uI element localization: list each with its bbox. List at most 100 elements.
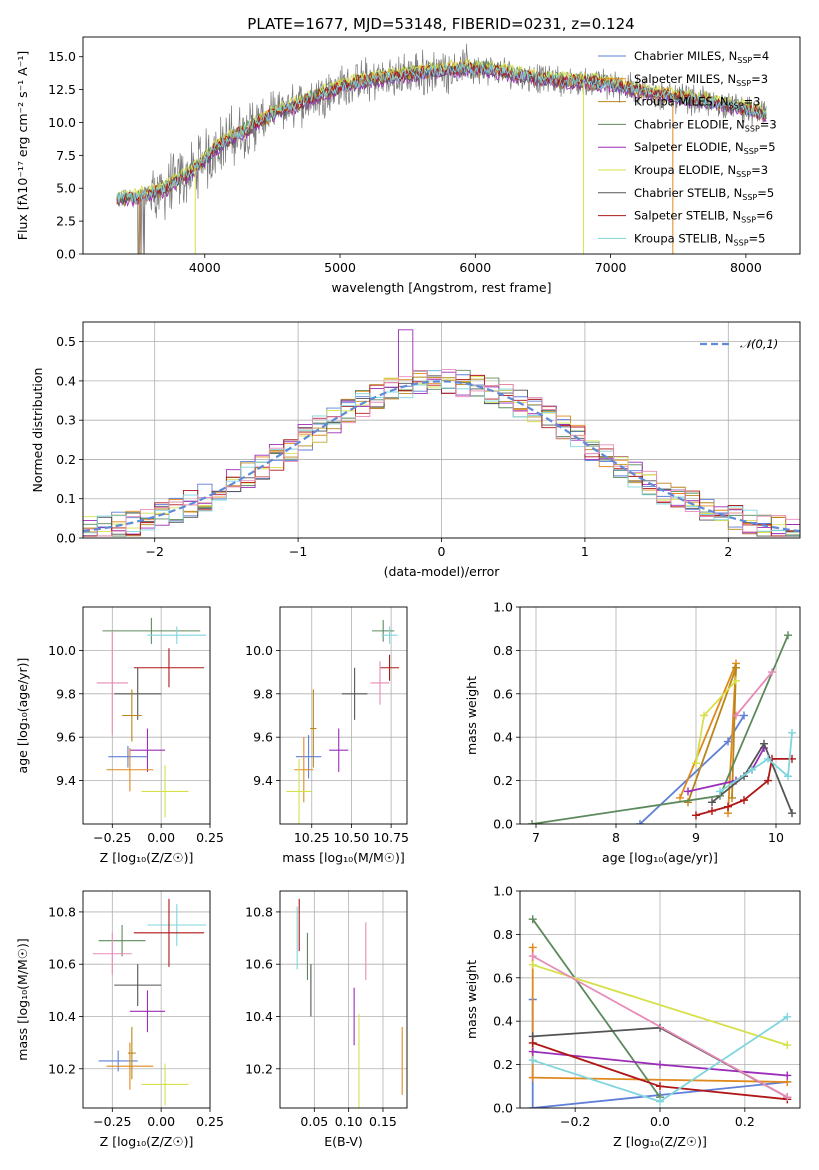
y-tick-label: 0.6 bbox=[493, 686, 513, 701]
y-tick-label: 0.4 bbox=[493, 1014, 513, 1029]
weight-marker bbox=[636, 820, 644, 824]
x-tick-label: 2 bbox=[724, 544, 732, 559]
normal-curve bbox=[83, 380, 800, 533]
error-cross bbox=[114, 667, 162, 720]
weight-marker bbox=[732, 711, 740, 720]
y-tick-label: 10.6 bbox=[245, 957, 273, 972]
error-cross bbox=[147, 904, 207, 946]
y-tick-label: 0.6 bbox=[493, 970, 513, 985]
x-tick-label: 0.05 bbox=[300, 1114, 328, 1129]
plot-area bbox=[116, 43, 767, 254]
y-tick-label: 0.5 bbox=[56, 334, 76, 349]
mass-vs-z-axes: −0.25 0.00 0.25 10.2 10.4 10.6 10.8 Z [log₁₀(Z/… bbox=[15, 890, 224, 1149]
weight-marker bbox=[783, 1071, 792, 1080]
x-axis-label: E(B-V) bbox=[324, 1134, 363, 1149]
weight-marker bbox=[528, 960, 537, 969]
axes-frame bbox=[279, 606, 408, 825]
weight-marker bbox=[760, 739, 768, 748]
error-cross bbox=[106, 748, 154, 792]
error-cross bbox=[141, 1063, 189, 1106]
x-tick-label: −0.25 bbox=[93, 1114, 131, 1129]
y-tick-label: 0.4 bbox=[56, 373, 76, 388]
legend-subscript: SSP bbox=[744, 147, 759, 156]
x-axis-label: (data-model)/error bbox=[384, 564, 501, 579]
legend-label: Salpeter STELIB, NSSP=6 bbox=[634, 209, 773, 225]
legend-count: =5 bbox=[749, 231, 766, 245]
weight-marker bbox=[692, 759, 700, 768]
x-tick-label: 0.2 bbox=[735, 1114, 755, 1129]
y-tick-label: 10.0 bbox=[245, 643, 273, 658]
legend-label: Kroupa ELODIE, NSSP=3 bbox=[634, 163, 768, 179]
weight-vs-age-axes: 7 8 9 10 0.0 0.2 0.4 0.6 0.8 1.0 age [log₁₀(age/yr… bbox=[464, 600, 801, 865]
x-tick-label: −0.2 bbox=[560, 1114, 590, 1129]
y-tick-label: 10.8 bbox=[245, 904, 273, 919]
y-tick-label: 0.3 bbox=[56, 413, 76, 428]
legend-count: =3 bbox=[744, 95, 761, 109]
legend-label: Chabrier MILES, NSSP=4 bbox=[634, 49, 769, 65]
plot-area bbox=[528, 915, 792, 1108]
y-tick-label: 9.6 bbox=[253, 730, 273, 745]
x-tick-label: 0.10 bbox=[335, 1114, 363, 1129]
legend-count: =6 bbox=[756, 209, 773, 223]
y-axis-label: mass weight bbox=[464, 960, 479, 1039]
error-cross bbox=[372, 620, 395, 642]
error-cross bbox=[98, 1050, 138, 1072]
legend-label: Salpeter ELODIE, NSSP=5 bbox=[634, 140, 776, 156]
weight-marker bbox=[764, 776, 772, 785]
x-axis-label: Z [log₁₀(Z/Z☉)] bbox=[613, 1134, 707, 1149]
error-cross bbox=[127, 1026, 136, 1080]
y-axis-label: mass weight bbox=[464, 676, 479, 755]
chart-title: PLATE=1677, MJD=53148, FIBERID=0231, z=0… bbox=[247, 15, 634, 33]
legend-subscript: SSP bbox=[729, 102, 744, 111]
weight-marker bbox=[740, 711, 748, 720]
weight-marker bbox=[784, 772, 792, 781]
residual-histogram-pink bbox=[83, 368, 800, 537]
x-tick-label: −1 bbox=[289, 544, 307, 559]
x-axis-label: mass [log₁₀(M/M☉)] bbox=[282, 850, 404, 865]
y-tick-label: 1.0 bbox=[493, 600, 513, 615]
legend-count: =3 bbox=[751, 72, 768, 86]
y-tick-label: 10.0 bbox=[48, 115, 76, 130]
weight-marker bbox=[708, 798, 716, 807]
x-tick-label: 9 bbox=[692, 830, 700, 845]
x-tick-label: 0 bbox=[438, 544, 446, 559]
weight-marker bbox=[724, 737, 732, 746]
data-spectrum bbox=[116, 43, 767, 254]
error-cross bbox=[341, 667, 368, 720]
weight-line bbox=[531, 918, 661, 1098]
weight-marker bbox=[676, 793, 684, 802]
y-tick-label: 10.6 bbox=[48, 957, 76, 972]
legend-label: Chabrier ELODIE, NSSP=3 bbox=[634, 117, 777, 133]
weight-line bbox=[532, 955, 788, 1098]
legend-subscript: SSP bbox=[745, 124, 760, 133]
x-tick-label: 8 bbox=[612, 830, 620, 845]
plot-area bbox=[83, 329, 800, 537]
error-cross bbox=[114, 964, 162, 1007]
y-tick-label: 9.8 bbox=[56, 686, 76, 701]
legend-count: =3 bbox=[760, 117, 777, 131]
axes-frame bbox=[82, 321, 801, 539]
weight-marker bbox=[700, 711, 708, 720]
error-cross bbox=[295, 735, 322, 779]
y-tick-label: 0.0 bbox=[56, 531, 76, 546]
x-tick-label: 0.0 bbox=[650, 1114, 670, 1129]
error-cross bbox=[133, 898, 205, 967]
legend-subscript: SSP bbox=[736, 79, 751, 88]
weight-marker bbox=[783, 1093, 792, 1102]
weight-marker bbox=[708, 806, 716, 815]
y-tick-label: 0.2 bbox=[493, 1057, 513, 1072]
error-cross bbox=[381, 626, 398, 644]
weight-marker bbox=[748, 765, 756, 774]
error-cross bbox=[370, 661, 390, 705]
weight-marker bbox=[740, 796, 748, 805]
y-tick-label: 0.8 bbox=[493, 927, 513, 942]
weight-marker bbox=[788, 728, 796, 737]
y-tick-label: 9.6 bbox=[56, 730, 76, 745]
weight-marker bbox=[768, 668, 776, 677]
weight-marker bbox=[732, 676, 740, 685]
age-vs-mass-axes: 10.25 10.50 10.75 9.4 9.6 9.8 10.0 mass [log₁₀(… bbox=[245, 606, 409, 865]
y-tick-label: 0.4 bbox=[493, 730, 513, 745]
x-tick-label: 10.75 bbox=[373, 830, 409, 845]
y-tick-label: 5.0 bbox=[56, 181, 76, 196]
x-tick-label: 0.25 bbox=[196, 830, 224, 845]
